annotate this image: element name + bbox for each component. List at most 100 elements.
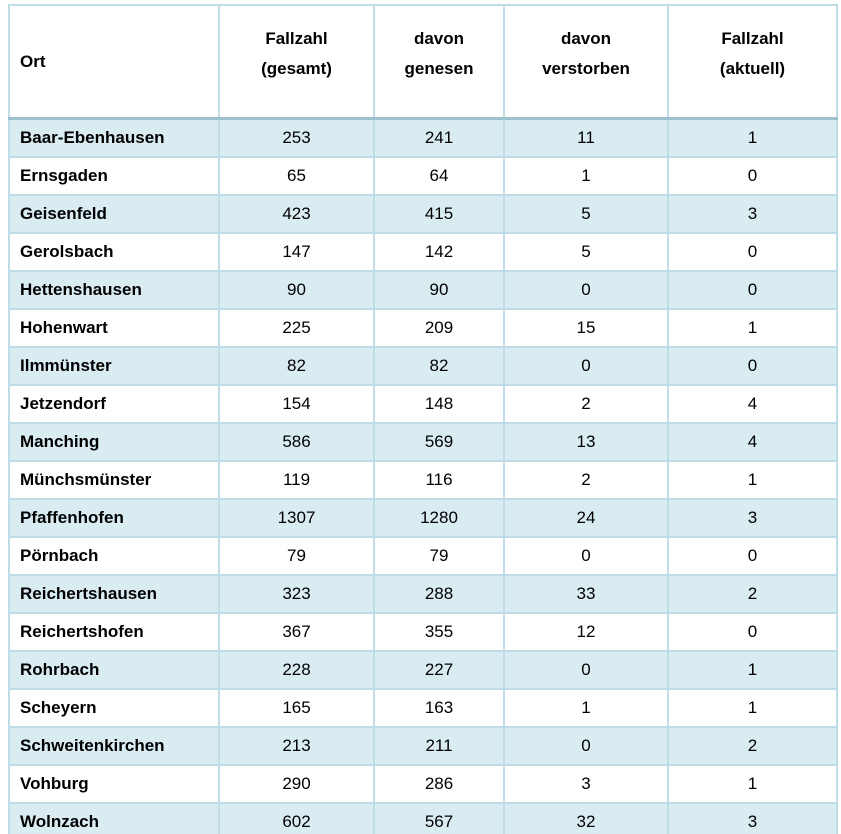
cell-ort: Scheyern [8,688,220,728]
table-row: Schweitenkirchen 213 211 0 2 [8,726,838,766]
cell-ort: Manching [8,422,220,462]
cell-fallzahl-aktuell: 0 [667,612,838,652]
cell-fallzahl-aktuell: 1 [667,460,838,500]
cell-davon-verstorben: 0 [503,270,669,310]
cell-davon-verstorben: 33 [503,574,669,614]
cell-fallzahl-aktuell: 1 [667,688,838,728]
cell-ort: Gerolsbach [8,232,220,272]
covid-cases-by-municipality-table: Ort Fallzahl (gesamt) davon genesen davo… [8,4,838,834]
column-header-davon-genesen: davon genesen [373,4,505,120]
cell-davon-genesen: 211 [373,726,505,766]
table-row: Geisenfeld 423 415 5 3 [8,194,838,234]
table-row: Pfaffenhofen 1307 1280 24 3 [8,498,838,538]
cell-fallzahl-gesamt: 225 [218,308,375,348]
header-line: verstorben [542,59,630,78]
cell-fallzahl-aktuell: 0 [667,156,838,196]
cell-davon-verstorben: 0 [503,536,669,576]
cell-davon-genesen: 227 [373,650,505,690]
header-line: genesen [404,59,474,78]
table-row: Ernsgaden 65 64 1 0 [8,156,838,196]
cell-davon-verstorben: 0 [503,346,669,386]
cell-ort: Vohburg [8,764,220,804]
cell-fallzahl-gesamt: 602 [218,802,375,834]
cell-davon-verstorben: 12 [503,612,669,652]
cell-davon-genesen: 567 [373,802,505,834]
cell-fallzahl-gesamt: 213 [218,726,375,766]
cell-fallzahl-gesamt: 154 [218,384,375,424]
cell-fallzahl-gesamt: 253 [218,117,375,158]
cell-davon-genesen: 116 [373,460,505,500]
cell-ort: Reichertshofen [8,612,220,652]
column-header-fallzahl-aktuell: Fallzahl (aktuell) [667,4,838,120]
cell-fallzahl-gesamt: 228 [218,650,375,690]
cell-fallzahl-aktuell: 0 [667,346,838,386]
table-row: Jetzendorf 154 148 2 4 [8,384,838,424]
table-row: Manching 586 569 13 4 [8,422,838,462]
column-header-fallzahl-gesamt: Fallzahl (gesamt) [218,4,375,120]
table-row: Ilmmünster 82 82 0 0 [8,346,838,386]
table-row: Reichertshofen 367 355 12 0 [8,612,838,652]
cell-fallzahl-aktuell: 4 [667,384,838,424]
table-row: Gerolsbach 147 142 5 0 [8,232,838,272]
cell-davon-verstorben: 13 [503,422,669,462]
cell-ort: Pfaffenhofen [8,498,220,538]
cell-davon-verstorben: 5 [503,232,669,272]
table-row: Scheyern 165 163 1 1 [8,688,838,728]
cell-ort: Pörnbach [8,536,220,576]
cell-ort: Geisenfeld [8,194,220,234]
cell-fallzahl-aktuell: 0 [667,536,838,576]
cell-davon-verstorben: 11 [503,117,669,158]
table-row: Pörnbach 79 79 0 0 [8,536,838,576]
cell-davon-genesen: 241 [373,117,505,158]
cell-fallzahl-aktuell: 1 [667,764,838,804]
cell-fallzahl-gesamt: 90 [218,270,375,310]
cell-davon-verstorben: 0 [503,650,669,690]
cell-fallzahl-aktuell: 1 [667,117,838,158]
cell-fallzahl-aktuell: 2 [667,726,838,766]
column-header-davon-verstorben: davon verstorben [503,4,669,120]
cell-davon-genesen: 90 [373,270,505,310]
cell-ort: Wolnzach [8,802,220,834]
cell-davon-genesen: 288 [373,574,505,614]
cell-ort: Baar-Ebenhausen [8,117,220,158]
cell-fallzahl-gesamt: 147 [218,232,375,272]
cell-fallzahl-gesamt: 290 [218,764,375,804]
cell-fallzahl-aktuell: 4 [667,422,838,462]
cell-fallzahl-gesamt: 82 [218,346,375,386]
header-line: davon [560,29,612,48]
cell-ort: Schweitenkirchen [8,726,220,766]
cell-ort: Jetzendorf [8,384,220,424]
cell-davon-genesen: 148 [373,384,505,424]
cell-ort: Rohrbach [8,650,220,690]
cell-fallzahl-aktuell: 2 [667,574,838,614]
column-header-ort: Ort [8,4,220,120]
cell-davon-genesen: 64 [373,156,505,196]
cell-davon-verstorben: 5 [503,194,669,234]
cell-davon-verstorben: 15 [503,308,669,348]
cell-davon-genesen: 415 [373,194,505,234]
table-row: Hettenshausen 90 90 0 0 [8,270,838,310]
cell-fallzahl-gesamt: 119 [218,460,375,500]
cell-davon-genesen: 82 [373,346,505,386]
cell-davon-verstorben: 24 [503,498,669,538]
cell-davon-verstorben: 1 [503,688,669,728]
table-row: Rohrbach 228 227 0 1 [8,650,838,690]
table-row: Münchsmünster 119 116 2 1 [8,460,838,500]
table-header-row: Ort Fallzahl (gesamt) davon genesen davo… [8,4,838,120]
cell-davon-verstorben: 0 [503,726,669,766]
cell-davon-verstorben: 3 [503,764,669,804]
cell-fallzahl-aktuell: 1 [667,650,838,690]
cell-fallzahl-gesamt: 367 [218,612,375,652]
header-line: (gesamt) [261,59,332,78]
cell-davon-genesen: 209 [373,308,505,348]
cell-davon-genesen: 79 [373,536,505,576]
cell-fallzahl-aktuell: 3 [667,194,838,234]
cell-ort: Reichertshausen [8,574,220,614]
cell-fallzahl-gesamt: 423 [218,194,375,234]
cell-davon-verstorben: 2 [503,384,669,424]
cell-fallzahl-aktuell: 3 [667,802,838,834]
cell-ort: Münchsmünster [8,460,220,500]
cell-davon-verstorben: 1 [503,156,669,196]
cell-fallzahl-gesamt: 79 [218,536,375,576]
